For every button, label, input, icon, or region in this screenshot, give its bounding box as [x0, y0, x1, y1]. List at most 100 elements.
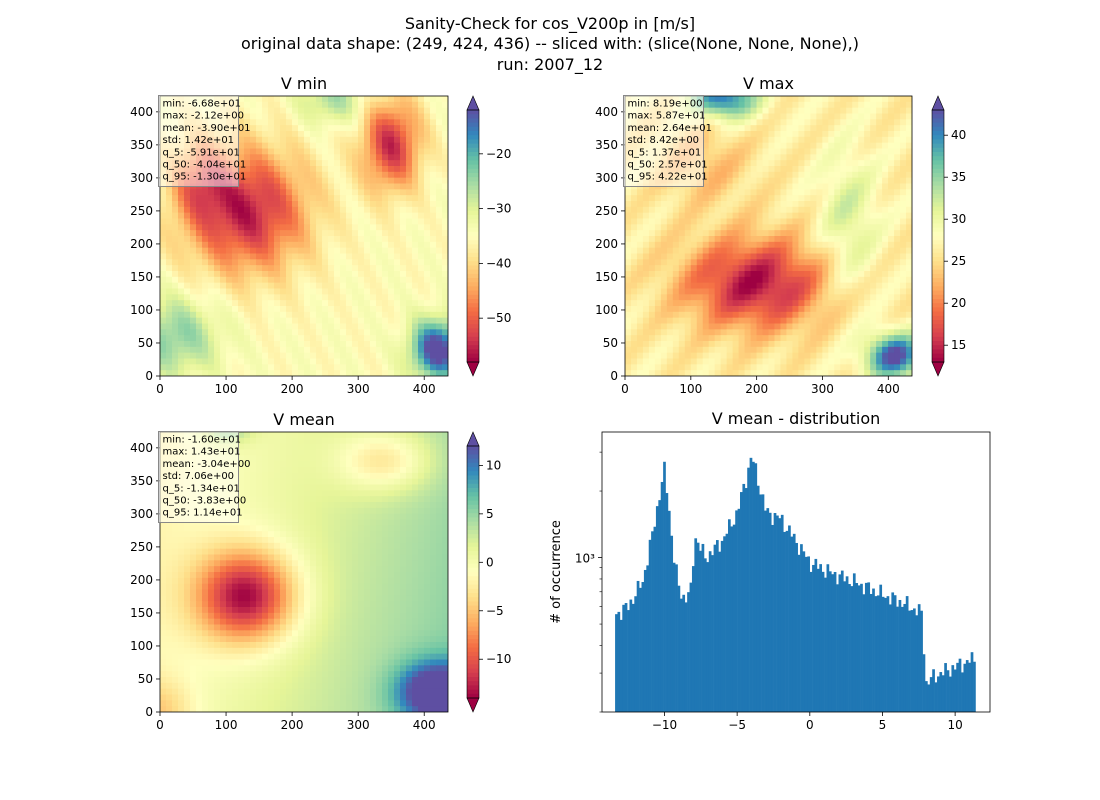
heatmap-cell [894, 177, 901, 185]
heatmap-cell [648, 335, 656, 342]
heatmap-cell [316, 294, 323, 301]
heatmap-cell [678, 352, 686, 360]
heatmap-cell [672, 218, 680, 225]
heatmap-cell [708, 212, 716, 220]
colorbar-swatch [467, 202, 479, 208]
heatmap-cell [250, 443, 257, 451]
heatmap-cell [388, 201, 395, 208]
heatmap-cell [654, 218, 662, 225]
heatmap-cell [798, 247, 805, 255]
heatmap-cell [625, 247, 632, 255]
heatmap-cell [436, 241, 443, 249]
heatmap-cell [780, 341, 788, 348]
heatmap-cell [732, 265, 740, 272]
heatmap-cell [298, 247, 305, 255]
heatmap-cell [870, 136, 877, 144]
heatmap-cell [792, 346, 799, 354]
heatmap-cell [756, 160, 764, 167]
heatmap-cell [708, 113, 716, 120]
heatmap-cell [858, 247, 865, 255]
heatmap-cell [310, 370, 317, 376]
heatmap-cell [442, 306, 448, 313]
heatmap-cell [756, 148, 764, 155]
heatmap-cell [900, 101, 907, 109]
heatmap-cell [876, 370, 883, 376]
heatmap-cell [852, 271, 859, 278]
heatmap-cell [852, 183, 859, 190]
heatmap-cell [834, 96, 841, 103]
heatmap-cell [774, 119, 782, 126]
heatmap-cell [648, 311, 656, 319]
heatmap-cell [876, 335, 883, 342]
heatmap-cell [208, 306, 215, 313]
heatmap-cell [852, 113, 859, 120]
heatmap-cell [720, 96, 728, 103]
heatmap-cell [160, 346, 167, 354]
heatmap-cell [882, 201, 889, 208]
heatmap-cell [738, 253, 746, 260]
heatmap-cell [786, 282, 794, 290]
heatmap-cell [822, 96, 829, 103]
heatmap-cell [208, 201, 215, 208]
heatmap-cell [166, 346, 173, 354]
heatmap-cell [388, 206, 395, 214]
heatmap-cell [768, 171, 776, 179]
heatmap-cell [672, 370, 680, 376]
heatmap-cell [406, 335, 413, 342]
heatmap-cell [238, 96, 245, 103]
heatmap-cell [894, 136, 901, 144]
heatmap-cell [858, 183, 865, 190]
heatmap-cell [870, 282, 877, 290]
heatmap-cell [726, 341, 734, 348]
heatmap-cell [292, 241, 299, 249]
heatmap-cell [370, 107, 377, 115]
heatmap-cell [816, 329, 823, 336]
heatmap-cell [292, 230, 299, 237]
heatmap-cell [666, 294, 674, 301]
heatmap-cell [346, 131, 353, 138]
heatmap-cell [376, 177, 383, 185]
heatmap-cell [732, 364, 740, 371]
heatmap-cell [882, 160, 889, 167]
heatmap-cell [376, 352, 383, 360]
heatmap-cell [846, 195, 853, 202]
colorbar-swatch [467, 189, 479, 195]
heatmap-cell [382, 119, 389, 126]
heatmap-cell [780, 288, 788, 295]
heatmap-cell [178, 206, 185, 214]
colorbar-swatch [467, 278, 479, 283]
colorbar-swatch [467, 328, 479, 334]
heatmap-cell [184, 346, 191, 354]
heatmap-cell [196, 317, 203, 325]
heatmap-cell [744, 148, 752, 155]
heatmap-cell [780, 136, 788, 144]
heatmap-cell [816, 282, 823, 290]
heatmap-cell [412, 189, 419, 196]
colorbar-swatch [467, 185, 479, 191]
stats-line: max: 5.87e+01 [628, 111, 706, 122]
heatmap-cell [864, 107, 871, 115]
heatmap-cell [322, 346, 329, 354]
heatmap-cell [274, 142, 281, 150]
heatmap-cell [702, 177, 710, 185]
heatmap-cell [822, 224, 829, 231]
heatmap-cell [400, 253, 407, 260]
heatmap-cell [286, 335, 293, 342]
heatmap-cell [756, 265, 764, 272]
heatmap-cell [298, 131, 305, 138]
heatmap-cell [232, 201, 239, 208]
heatmap-cell [322, 183, 329, 190]
heatmap-cell [412, 119, 419, 126]
heatmap-cell [442, 206, 448, 214]
heatmap-cell [870, 335, 877, 342]
heatmap-cell [756, 189, 764, 196]
heatmap-cell [226, 282, 233, 290]
heatmap-cell [702, 201, 710, 208]
heatmap-cell [304, 148, 311, 155]
heatmap-cell [846, 230, 853, 237]
heatmap-cell [298, 101, 305, 109]
heatmap-cell [720, 125, 728, 132]
heatmap-cell [774, 352, 782, 360]
heatmap-cell [696, 259, 704, 266]
heatmap-cell [834, 125, 841, 132]
